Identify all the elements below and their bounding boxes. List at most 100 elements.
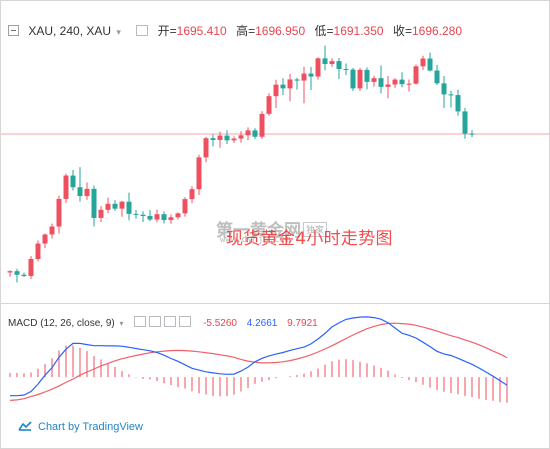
candle xyxy=(189,186,195,204)
candle-body xyxy=(147,215,153,220)
macd-line xyxy=(10,316,508,397)
candle-body xyxy=(259,113,265,137)
collapse-icon[interactable] xyxy=(8,25,19,36)
candle xyxy=(182,197,188,217)
candle xyxy=(84,182,90,200)
candle-body xyxy=(161,214,167,221)
candle-body xyxy=(371,78,377,82)
candle-body xyxy=(42,234,48,244)
candle xyxy=(14,268,20,283)
candle xyxy=(224,130,230,145)
candle-body xyxy=(70,175,76,188)
candle xyxy=(49,223,55,239)
chevron-down-icon[interactable]: ▾ xyxy=(116,27,121,37)
candle-body xyxy=(364,69,370,82)
candle-body xyxy=(378,78,384,87)
settings-icon[interactable] xyxy=(149,316,162,327)
candle-body xyxy=(294,79,300,81)
macd-histogram xyxy=(9,345,508,403)
candle-body xyxy=(77,187,83,197)
candle-body xyxy=(357,69,363,89)
candle-body xyxy=(112,203,118,209)
visibility-icon[interactable] xyxy=(136,25,149,36)
candle-body xyxy=(168,217,174,221)
candle xyxy=(420,55,426,70)
candle-body xyxy=(322,58,328,65)
candle xyxy=(7,270,13,277)
candle-body xyxy=(28,258,34,277)
candle xyxy=(42,233,48,249)
candle-body xyxy=(420,58,426,67)
candle xyxy=(357,67,363,91)
chevron-down-icon[interactable]: ▾ xyxy=(119,319,124,328)
pane-separator[interactable] xyxy=(1,303,549,304)
candle xyxy=(140,211,146,222)
candle xyxy=(378,65,384,94)
candle xyxy=(308,66,314,90)
candle-body xyxy=(133,213,139,215)
candle xyxy=(448,90,454,108)
low-label: 低 xyxy=(314,24,327,38)
macd-title[interactable]: MACD (12, 26, close, 9) xyxy=(8,318,115,329)
open-label: 开 xyxy=(157,24,170,38)
candle-body xyxy=(385,84,391,87)
candle xyxy=(119,200,125,217)
candle-body xyxy=(406,83,412,85)
tradingview-attribution[interactable]: Chart by TradingView xyxy=(18,420,143,433)
high-value: 1696.950 xyxy=(255,24,306,38)
more-icon[interactable] xyxy=(179,316,192,327)
candle-body xyxy=(308,73,314,77)
candle xyxy=(385,75,391,99)
candle-body xyxy=(462,111,468,134)
candle-body xyxy=(196,157,202,190)
candle-body xyxy=(182,199,188,214)
tradingview-logo-icon xyxy=(18,421,32,431)
close-value: 1696.280 xyxy=(411,24,463,38)
candle xyxy=(399,72,405,88)
candle-body xyxy=(413,66,419,84)
candle-body xyxy=(448,94,454,96)
candle xyxy=(441,76,447,109)
candle-body xyxy=(126,201,132,214)
candle-body xyxy=(203,138,209,158)
candle xyxy=(63,173,69,203)
visibility-icon[interactable] xyxy=(134,316,147,327)
candle xyxy=(154,209,160,223)
candle xyxy=(259,111,265,139)
candle xyxy=(280,78,286,96)
candle-body xyxy=(105,203,111,210)
watermark: 第一黄金网 独家 www.dyhjw.com xyxy=(216,216,344,246)
candle xyxy=(35,240,41,262)
candle xyxy=(217,131,223,148)
close-label: 收 xyxy=(392,24,405,38)
candle-body xyxy=(427,58,433,71)
candle xyxy=(210,134,216,147)
attribution-text[interactable]: Chart by TradingView xyxy=(38,421,143,433)
candle xyxy=(231,136,237,143)
histogram-value: -5.5260 xyxy=(203,318,237,329)
macd-legend: MACD (12, 26, close, 9) ▾ -5.5260 4.2661… xyxy=(8,315,318,330)
candle-body xyxy=(154,214,160,220)
candlesticks xyxy=(7,45,475,283)
signal-line xyxy=(9,322,508,401)
candle xyxy=(371,75,377,87)
candle-body xyxy=(266,96,272,114)
candle xyxy=(343,63,349,76)
candle xyxy=(462,108,468,139)
candle xyxy=(147,210,153,222)
candle xyxy=(98,206,104,222)
candle-body xyxy=(49,226,55,235)
candle xyxy=(287,73,293,102)
candle xyxy=(126,192,132,221)
candle-body xyxy=(434,70,440,84)
candle-body xyxy=(140,214,146,216)
candle-body xyxy=(56,198,62,227)
symbol-label[interactable]: XAU, 240, XAU xyxy=(28,24,112,38)
candle-body xyxy=(224,135,230,141)
candle xyxy=(294,77,300,90)
candle-body xyxy=(329,61,335,65)
close-icon[interactable] xyxy=(164,316,177,327)
candle-body xyxy=(399,79,405,85)
